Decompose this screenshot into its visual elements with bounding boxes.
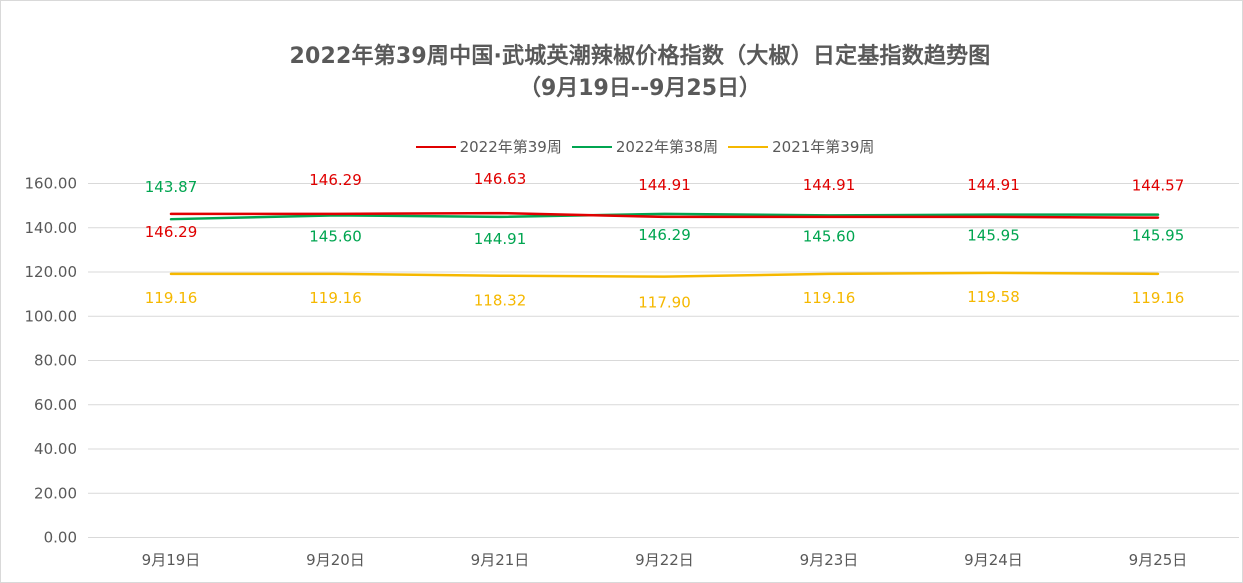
- x-tick-label-4: 9月23日: [800, 551, 859, 569]
- data-label-series-1-point-4: 145.60: [803, 227, 856, 245]
- y-tick-label-7: 140.00: [25, 219, 78, 237]
- y-tick-label-2: 40.00: [34, 440, 77, 458]
- legend-item-series-2: 2021年第39周: [728, 136, 874, 157]
- series-line-1: [169, 212, 1160, 221]
- data-label-series-1-point-6: 145.95: [1132, 227, 1185, 245]
- chart-legend: 2022年第39周 2022年第38周 2021年第39周: [0, 136, 1243, 157]
- legend-item-series-1: 2022年第38周: [571, 136, 719, 157]
- data-label-series-2-point-1: 119.16: [309, 289, 362, 307]
- legend-swatch-series-2: [728, 145, 769, 148]
- y-tick-label-0: 0.00: [44, 529, 77, 547]
- x-tick-label-0: 9月19日: [142, 551, 201, 569]
- x-tick-label-1: 9月20日: [306, 551, 365, 569]
- legend-label-series-2: 2021年第39周: [772, 138, 875, 156]
- legend-label-series-1: 2022年第38周: [615, 138, 719, 156]
- data-label-series-1-point-3: 146.29: [638, 226, 691, 244]
- data-label-series-2-point-5: 119.58: [967, 288, 1020, 306]
- series-line-2: [169, 271, 1160, 278]
- data-label-series-0-point-5: 144.91: [967, 176, 1020, 194]
- x-tick-label-5: 9月24日: [964, 551, 1023, 569]
- data-label-series-2-point-6: 119.16: [1132, 289, 1185, 307]
- y-tick-label-4: 80.00: [34, 352, 77, 370]
- data-label-series-2-point-0: 119.16: [145, 289, 198, 307]
- data-label-series-0-point-3: 144.91: [638, 176, 691, 194]
- data-label-series-1-point-2: 144.91: [474, 230, 527, 248]
- y-tick-label-6: 120.00: [25, 263, 78, 281]
- chart-subtitle: （9月19日--9月25日）: [518, 76, 762, 101]
- y-tick-label-8: 160.00: [25, 175, 78, 193]
- data-label-series-2-point-3: 117.90: [638, 294, 691, 312]
- y-tick-label-3: 60.00: [34, 396, 77, 414]
- data-label-series-1-point-0: 143.87: [145, 178, 198, 196]
- y-tick-label-1: 20.00: [34, 484, 77, 502]
- chart-title: 2022年第39周中国·武城英潮辣椒价格指数（大椒）日定基指数趋势图: [289, 44, 991, 69]
- x-tick-label-6: 9月25日: [1129, 551, 1188, 569]
- data-label-series-2-point-2: 118.32: [474, 292, 527, 310]
- data-label-series-1-point-1: 145.60: [309, 227, 362, 245]
- data-label-series-0-point-0: 146.29: [145, 223, 198, 241]
- legend-swatch-series-1: [571, 145, 612, 148]
- data-label-series-1-point-5: 145.95: [967, 227, 1020, 245]
- y-tick-label-5: 100.00: [25, 307, 78, 325]
- legend-label-series-0: 2022年第39周: [459, 138, 562, 156]
- x-tick-label-2: 9月21日: [471, 551, 530, 569]
- data-label-series-0-point-1: 146.29: [309, 171, 362, 189]
- x-tick-label-3: 9月22日: [635, 551, 694, 569]
- series-line-0: [169, 211, 1160, 219]
- legend-swatch-series-0: [415, 145, 456, 148]
- data-label-series-0-point-4: 144.91: [803, 176, 856, 194]
- legend-item-series-0: 2022年第39周: [415, 136, 562, 157]
- data-label-series-0-point-6: 144.57: [1132, 177, 1185, 195]
- data-label-series-2-point-4: 119.16: [803, 289, 856, 307]
- data-label-series-0-point-2: 146.63: [474, 170, 527, 188]
